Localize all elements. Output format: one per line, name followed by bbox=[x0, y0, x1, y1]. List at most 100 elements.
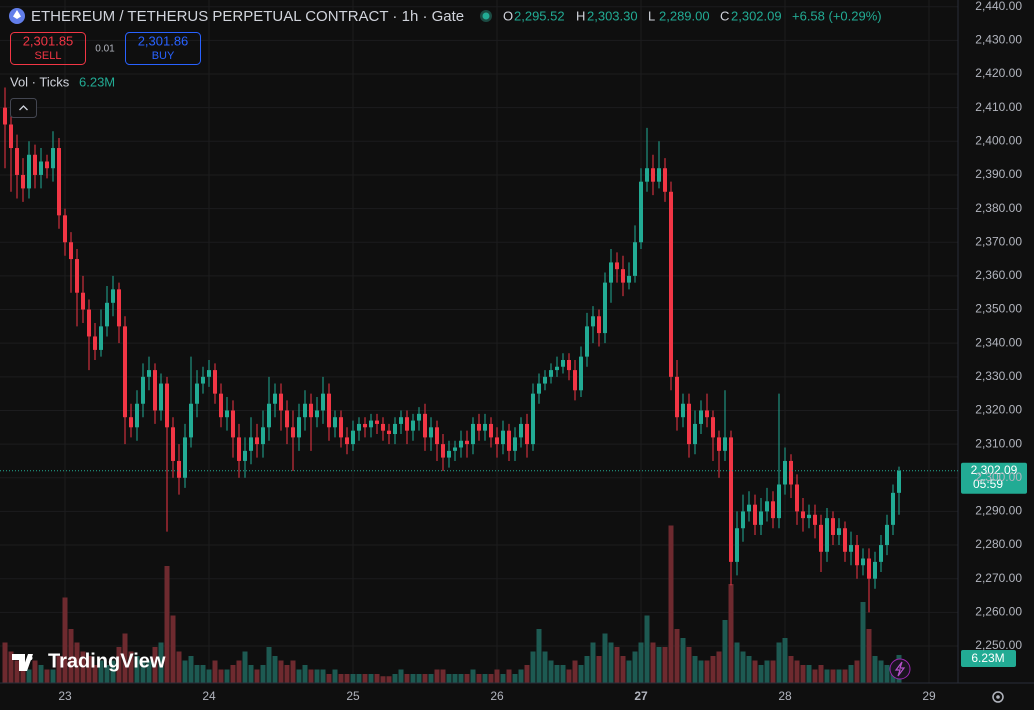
candle-body bbox=[855, 545, 859, 566]
volume-bar bbox=[242, 651, 248, 683]
volume-bar bbox=[806, 665, 812, 683]
settings-icon[interactable] bbox=[992, 691, 1004, 703]
volume-value: 6.23M bbox=[79, 74, 115, 89]
ohlc-value: 2,302.09 bbox=[731, 8, 782, 23]
candle-body bbox=[537, 383, 541, 394]
replay-icon[interactable] bbox=[889, 658, 911, 680]
candle-body bbox=[153, 370, 157, 411]
candle-body bbox=[405, 417, 409, 431]
buy-button[interactable] bbox=[125, 32, 201, 65]
candle-body bbox=[819, 524, 823, 552]
volume-bar bbox=[164, 566, 170, 683]
candle-body bbox=[885, 524, 889, 546]
volume-bar bbox=[524, 665, 530, 683]
candle-body bbox=[393, 423, 397, 435]
candle-body bbox=[33, 154, 37, 175]
volume-bar bbox=[584, 656, 590, 683]
candle-body bbox=[147, 370, 151, 377]
candle-body bbox=[453, 447, 457, 451]
ohlc-key: L bbox=[648, 8, 655, 23]
candle-body bbox=[525, 423, 529, 445]
volume-bar bbox=[752, 660, 758, 683]
buy-price[interactable]: 2,301.86 bbox=[138, 33, 189, 48]
volume-bar bbox=[590, 642, 596, 683]
candle-body bbox=[507, 430, 511, 451]
candle-body bbox=[9, 124, 13, 149]
candle-body bbox=[519, 423, 523, 438]
volume-bar bbox=[2, 642, 8, 683]
candle-body bbox=[105, 302, 109, 327]
y-tick-label: 2,270.00 bbox=[975, 571, 1022, 585]
candle-body bbox=[663, 168, 667, 192]
y-tick-label: 2,340.00 bbox=[975, 335, 1022, 349]
x-tick-label: 23 bbox=[58, 689, 72, 703]
candle-body bbox=[207, 370, 211, 377]
candle-body bbox=[303, 403, 307, 418]
y-tick-label: 2,350.00 bbox=[975, 302, 1022, 316]
candle-body bbox=[711, 417, 715, 438]
watermark: TradingView bbox=[48, 650, 166, 672]
replay-icon bbox=[894, 661, 906, 677]
candle-body bbox=[843, 528, 847, 552]
candle-body bbox=[723, 437, 727, 451]
buy-label[interactable]: BUY bbox=[152, 50, 175, 62]
candle-body bbox=[471, 423, 475, 445]
volume-bar bbox=[26, 669, 32, 683]
volume-bar bbox=[332, 669, 338, 683]
candle-body bbox=[783, 460, 787, 485]
volume-bar bbox=[620, 656, 626, 683]
sell-price[interactable]: 2,301.85 bbox=[23, 33, 74, 48]
candle-body bbox=[177, 460, 181, 478]
y-tick-label: 2,300.00 bbox=[975, 470, 1022, 484]
volume-bar bbox=[836, 669, 842, 683]
volume-bar bbox=[386, 676, 392, 683]
volume-bar bbox=[560, 665, 566, 683]
volume-bar bbox=[392, 674, 398, 683]
volume-bar bbox=[860, 602, 866, 683]
y-tick-label: 2,380.00 bbox=[975, 201, 1022, 215]
candle-body bbox=[3, 107, 7, 125]
volume-bar bbox=[74, 642, 80, 683]
y-tick-label: 2,420.00 bbox=[975, 66, 1022, 80]
countdown: 05:59 bbox=[973, 477, 1003, 491]
collapse-button[interactable] bbox=[10, 98, 37, 118]
candle-body bbox=[45, 161, 49, 169]
ohlc-key: C bbox=[720, 8, 729, 23]
volume-bar bbox=[122, 633, 128, 683]
candle-body bbox=[597, 316, 601, 334]
candle-body bbox=[621, 269, 625, 283]
candle-body bbox=[543, 376, 547, 384]
candle-body bbox=[27, 154, 31, 189]
volume-bar bbox=[182, 660, 188, 683]
candle-body bbox=[789, 460, 793, 485]
volume-bar bbox=[884, 665, 890, 683]
sell-button[interactable] bbox=[10, 32, 86, 65]
volume-bar bbox=[218, 669, 224, 683]
candle-body bbox=[93, 336, 97, 350]
volume-bar bbox=[500, 674, 506, 683]
volume-bar bbox=[152, 647, 158, 683]
volume-bar bbox=[506, 669, 512, 683]
volume-bar bbox=[632, 651, 638, 683]
candle-body bbox=[777, 484, 781, 519]
volume-bar bbox=[674, 629, 680, 683]
sell-label[interactable]: SELL bbox=[35, 50, 62, 62]
volume-bar bbox=[650, 642, 656, 683]
candle-body bbox=[567, 360, 571, 371]
volume-bar bbox=[56, 656, 62, 683]
volume-bar bbox=[794, 660, 800, 683]
candle-body bbox=[63, 215, 67, 243]
price-box bbox=[961, 462, 1027, 494]
volume-bar bbox=[98, 660, 104, 683]
volume-bar bbox=[782, 638, 788, 683]
volume-bar bbox=[356, 674, 362, 683]
volume-bar bbox=[314, 669, 320, 683]
candle-body bbox=[363, 423, 367, 428]
volume-bar bbox=[344, 674, 350, 683]
volume-bar bbox=[728, 584, 734, 683]
candle-body bbox=[825, 518, 829, 552]
spread: 0.01 bbox=[95, 44, 115, 55]
volume-bar bbox=[746, 656, 752, 683]
volume-bar bbox=[554, 665, 560, 683]
